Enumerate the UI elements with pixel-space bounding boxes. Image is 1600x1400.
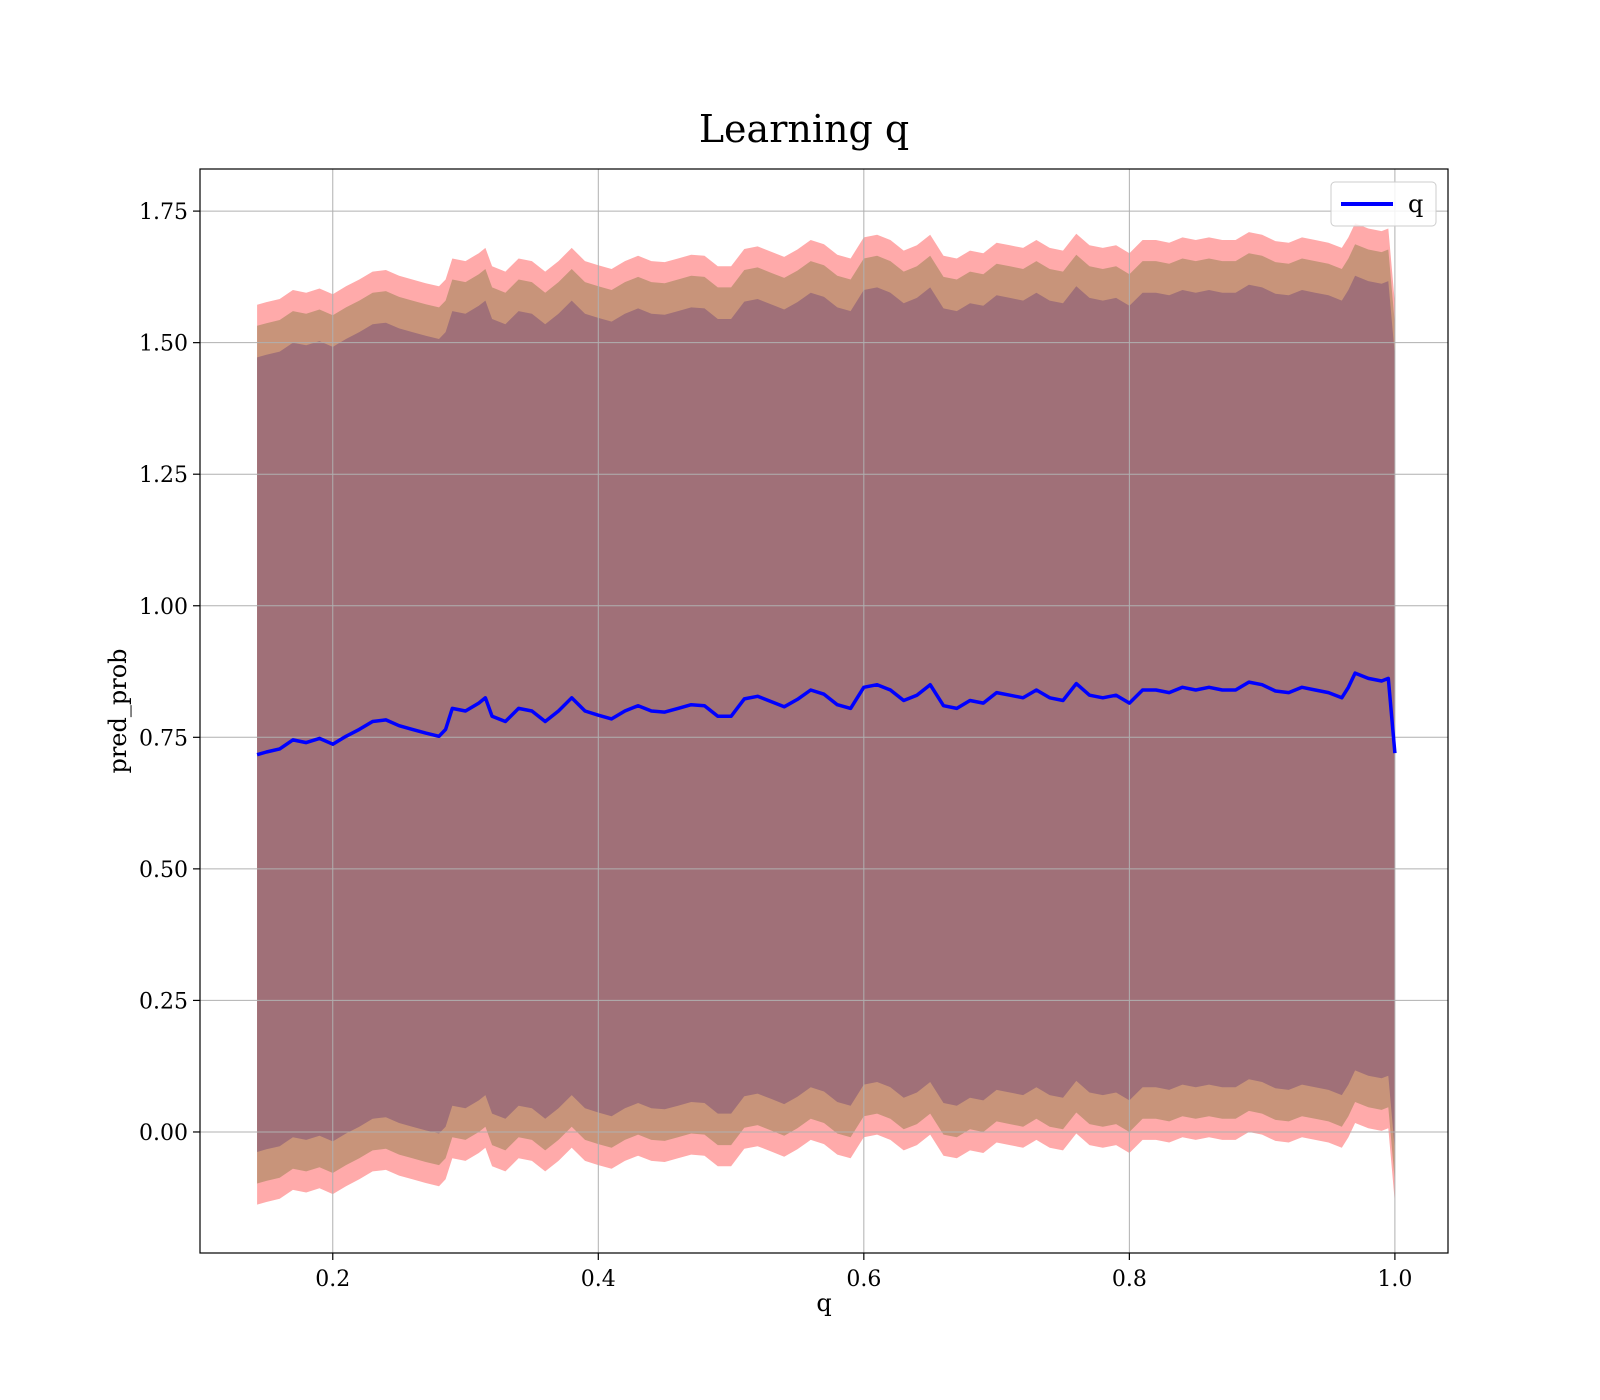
y-tick-label: 1.75 (139, 200, 188, 225)
band-inner (257, 275, 1395, 1152)
x-axis: 0.2 0.4 0.6 0.8 1.0 (315, 1253, 1412, 1292)
chart-title: Learning q (699, 107, 909, 151)
legend-label-q: q (1408, 190, 1423, 218)
legend: q (1330, 181, 1437, 227)
y-axis: 0.00 0.25 0.50 0.75 1.00 1.25 1.50 1.75 (139, 200, 200, 1146)
y-axis-label: pred_prob (104, 648, 132, 773)
x-tick-label: 1.0 (1377, 1267, 1412, 1292)
series-line-q (256, 671, 1397, 757)
x-axis-label: q (816, 1289, 831, 1317)
confidence-bands (257, 223, 1395, 1205)
x-tick-label: 0.8 (1112, 1267, 1147, 1292)
y-tick-label: 1.25 (139, 463, 188, 488)
y-tick-label: 1.50 (139, 332, 188, 357)
y-tick-label: 0.75 (139, 726, 188, 751)
y-tick-label: 0.00 (139, 1121, 188, 1146)
grid (200, 169, 1448, 1253)
x-tick-label: 0.6 (846, 1267, 881, 1292)
plot-frame (199, 168, 1449, 1254)
x-tick-label: 0.4 (581, 1267, 616, 1292)
y-tick-label: 1.00 (139, 595, 188, 620)
y-tick-label: 0.25 (139, 989, 188, 1014)
line-layer (256, 671, 1397, 757)
y-tick-label: 0.50 (139, 858, 188, 883)
x-tick-label: 0.2 (315, 1267, 350, 1292)
